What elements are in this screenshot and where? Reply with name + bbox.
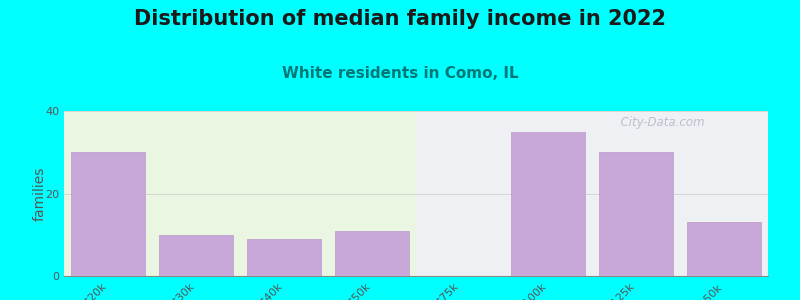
Bar <box>510 132 586 276</box>
Bar <box>686 222 762 276</box>
Bar <box>416 111 768 276</box>
Bar <box>334 231 410 276</box>
Bar <box>246 239 322 276</box>
Y-axis label: families: families <box>33 166 46 221</box>
Bar <box>70 152 146 276</box>
Bar <box>598 152 674 276</box>
Text: Distribution of median family income in 2022: Distribution of median family income in … <box>134 9 666 29</box>
Text: White residents in Como, IL: White residents in Como, IL <box>282 66 518 81</box>
Text: City-Data.com: City-Data.com <box>613 116 705 129</box>
Bar <box>158 235 234 276</box>
